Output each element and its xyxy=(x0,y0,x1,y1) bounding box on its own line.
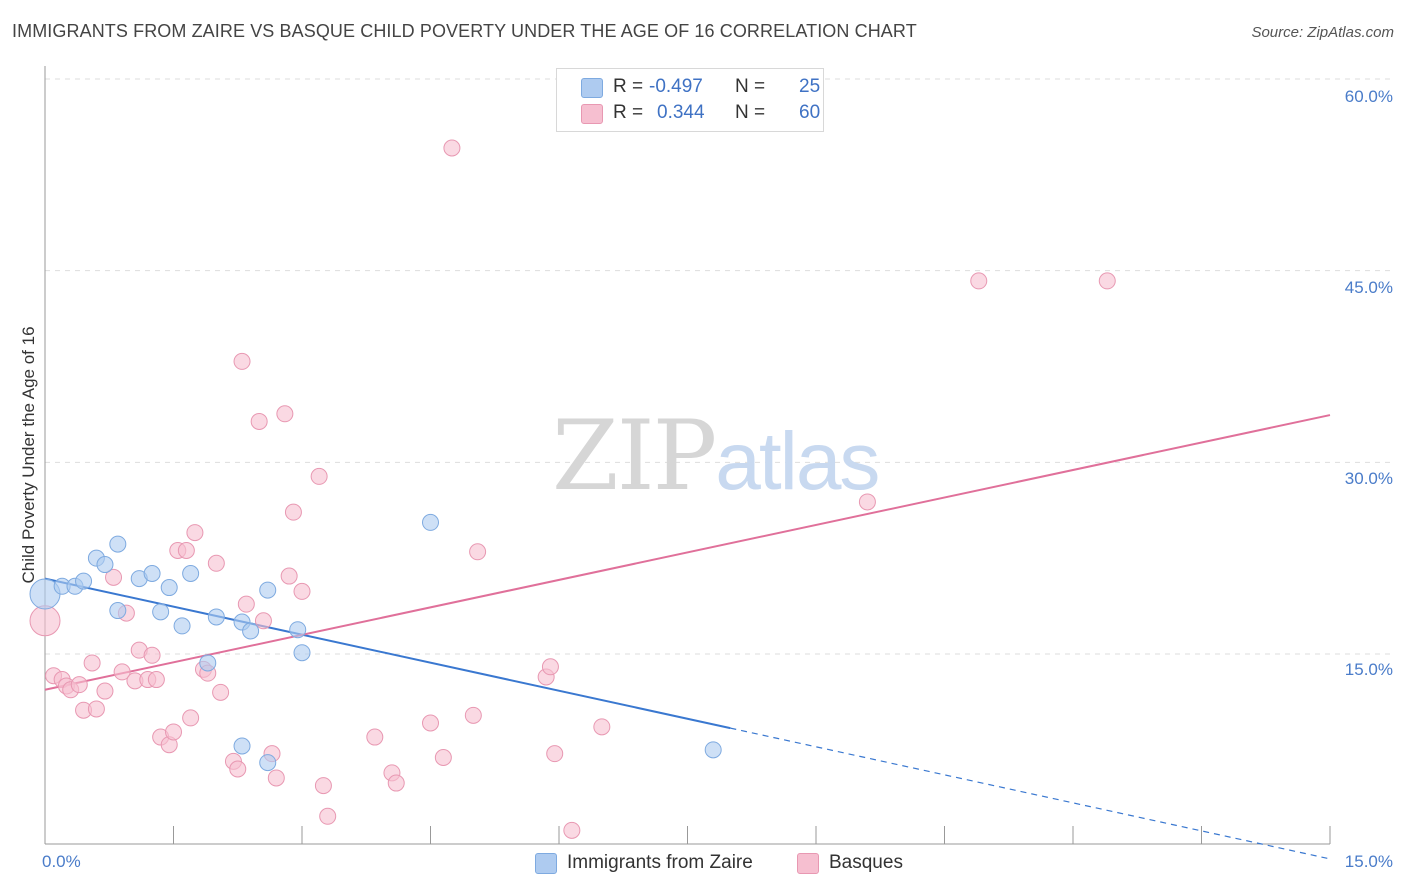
legend-swatch-blue xyxy=(535,853,557,874)
legend-r-value: 0.344 xyxy=(657,102,705,123)
data-point-basques xyxy=(186,524,204,542)
data-point-zaire xyxy=(293,644,311,662)
data-point-basques xyxy=(233,352,251,370)
data-point-basques xyxy=(177,542,195,559)
legend-n-label: N = xyxy=(735,76,766,97)
chart-title: IMMIGRANTS FROM ZAIRE VS BASQUE CHILD PO… xyxy=(12,21,917,41)
data-point-basques xyxy=(147,671,165,689)
data-point-basques xyxy=(212,683,230,701)
data-point-basques xyxy=(237,595,255,613)
data-point-zaire xyxy=(259,754,277,772)
data-point-zaire xyxy=(242,622,260,640)
data-point-zaire xyxy=(75,572,93,590)
source-label: Source: ZipAtlas.com xyxy=(1251,24,1394,41)
data-point-basques xyxy=(250,412,268,430)
data-point-basques xyxy=(70,676,88,694)
data-point-basques xyxy=(1098,272,1116,290)
data-point-basques xyxy=(284,503,302,521)
y-tick-label: 60.0% xyxy=(1344,87,1393,106)
data-point-basques xyxy=(267,769,285,787)
legend-label-zaire: Immigrants from Zaire xyxy=(567,852,753,873)
data-point-basques xyxy=(143,646,161,664)
watermark-atlas: atlas xyxy=(715,416,880,507)
data-point-basques xyxy=(970,272,988,290)
legend-r-value: -0.497 xyxy=(649,76,703,97)
data-point-zaire xyxy=(109,602,127,620)
data-point-zaire xyxy=(259,581,277,599)
y-axis-label: Child Poverty Under the Age of 16 xyxy=(19,326,38,584)
data-point-basques xyxy=(314,777,332,795)
data-point-basques xyxy=(96,682,114,700)
legend-n-label: N = xyxy=(735,102,766,123)
legend-n-value: 25 xyxy=(799,76,821,97)
data-point-zaire xyxy=(143,565,161,582)
data-point-basques xyxy=(443,139,461,157)
data-point-basques xyxy=(207,554,225,572)
data-point-basques xyxy=(293,582,311,600)
data-point-zaire xyxy=(422,513,439,531)
data-point-basques xyxy=(563,821,581,839)
trend-line-zaire-extension xyxy=(730,727,1331,860)
data-point-zaire xyxy=(173,617,191,635)
data-point-basques xyxy=(858,493,876,511)
data-point-zaire xyxy=(207,608,225,626)
trend-line-basques xyxy=(44,414,1331,691)
data-point-zaire xyxy=(96,556,114,574)
watermark-zip: ZIP xyxy=(552,400,717,512)
data-point-basques xyxy=(422,714,439,732)
axes xyxy=(44,66,1331,845)
data-point-zaire xyxy=(289,621,307,639)
data-point-zaire xyxy=(233,737,251,755)
data-point-basques xyxy=(593,718,611,736)
data-point-zaire xyxy=(160,579,178,597)
data-point-zaire xyxy=(109,535,127,553)
data-point-basques xyxy=(434,749,452,766)
stats-legend: R = -0.497 N = 25 R = 0.344 N = 60 xyxy=(556,68,824,132)
data-point-basques xyxy=(182,709,200,727)
data-point-zaire xyxy=(182,565,200,582)
data-point-basques xyxy=(276,405,294,423)
watermark: ZIPatlas xyxy=(552,400,880,512)
data-point-basques xyxy=(105,568,123,586)
data-point-basques xyxy=(464,706,482,724)
data-point-basques xyxy=(229,760,247,778)
data-point-basques xyxy=(280,567,298,585)
x-tick-label: 0.0% xyxy=(42,852,81,871)
data-point-zaire xyxy=(199,654,217,672)
data-point-basques xyxy=(387,774,405,792)
data-point-basques xyxy=(541,658,559,676)
legend-r-label: R = xyxy=(613,76,644,97)
data-point-basques xyxy=(254,612,272,630)
data-point-zaire xyxy=(704,741,722,759)
x-tick-label: 15.0% xyxy=(1344,852,1393,871)
data-point-basques xyxy=(546,745,564,763)
legend-r-label: R = xyxy=(613,102,644,123)
data-point-zaire xyxy=(152,603,170,621)
legend-label-basques: Basques xyxy=(829,852,903,873)
data-point-basques xyxy=(83,654,101,672)
data-point-basques xyxy=(87,700,105,718)
data-point-basques xyxy=(29,605,61,637)
y-tick-label: 30.0% xyxy=(1344,469,1393,488)
legend-swatch-pink xyxy=(797,853,819,874)
data-points xyxy=(29,139,1116,839)
legend-swatch-blue xyxy=(581,78,603,98)
data-point-basques xyxy=(366,728,384,746)
legend-n-value: 60 xyxy=(799,102,821,123)
data-point-basques xyxy=(469,543,487,561)
data-point-basques xyxy=(319,807,337,825)
data-point-basques xyxy=(165,723,182,741)
y-tick-label: 45.0% xyxy=(1344,278,1393,297)
data-point-basques xyxy=(113,663,131,681)
legend-swatch-pink xyxy=(581,104,603,124)
y-tick-label: 15.0% xyxy=(1344,660,1393,679)
data-point-basques xyxy=(310,467,328,485)
